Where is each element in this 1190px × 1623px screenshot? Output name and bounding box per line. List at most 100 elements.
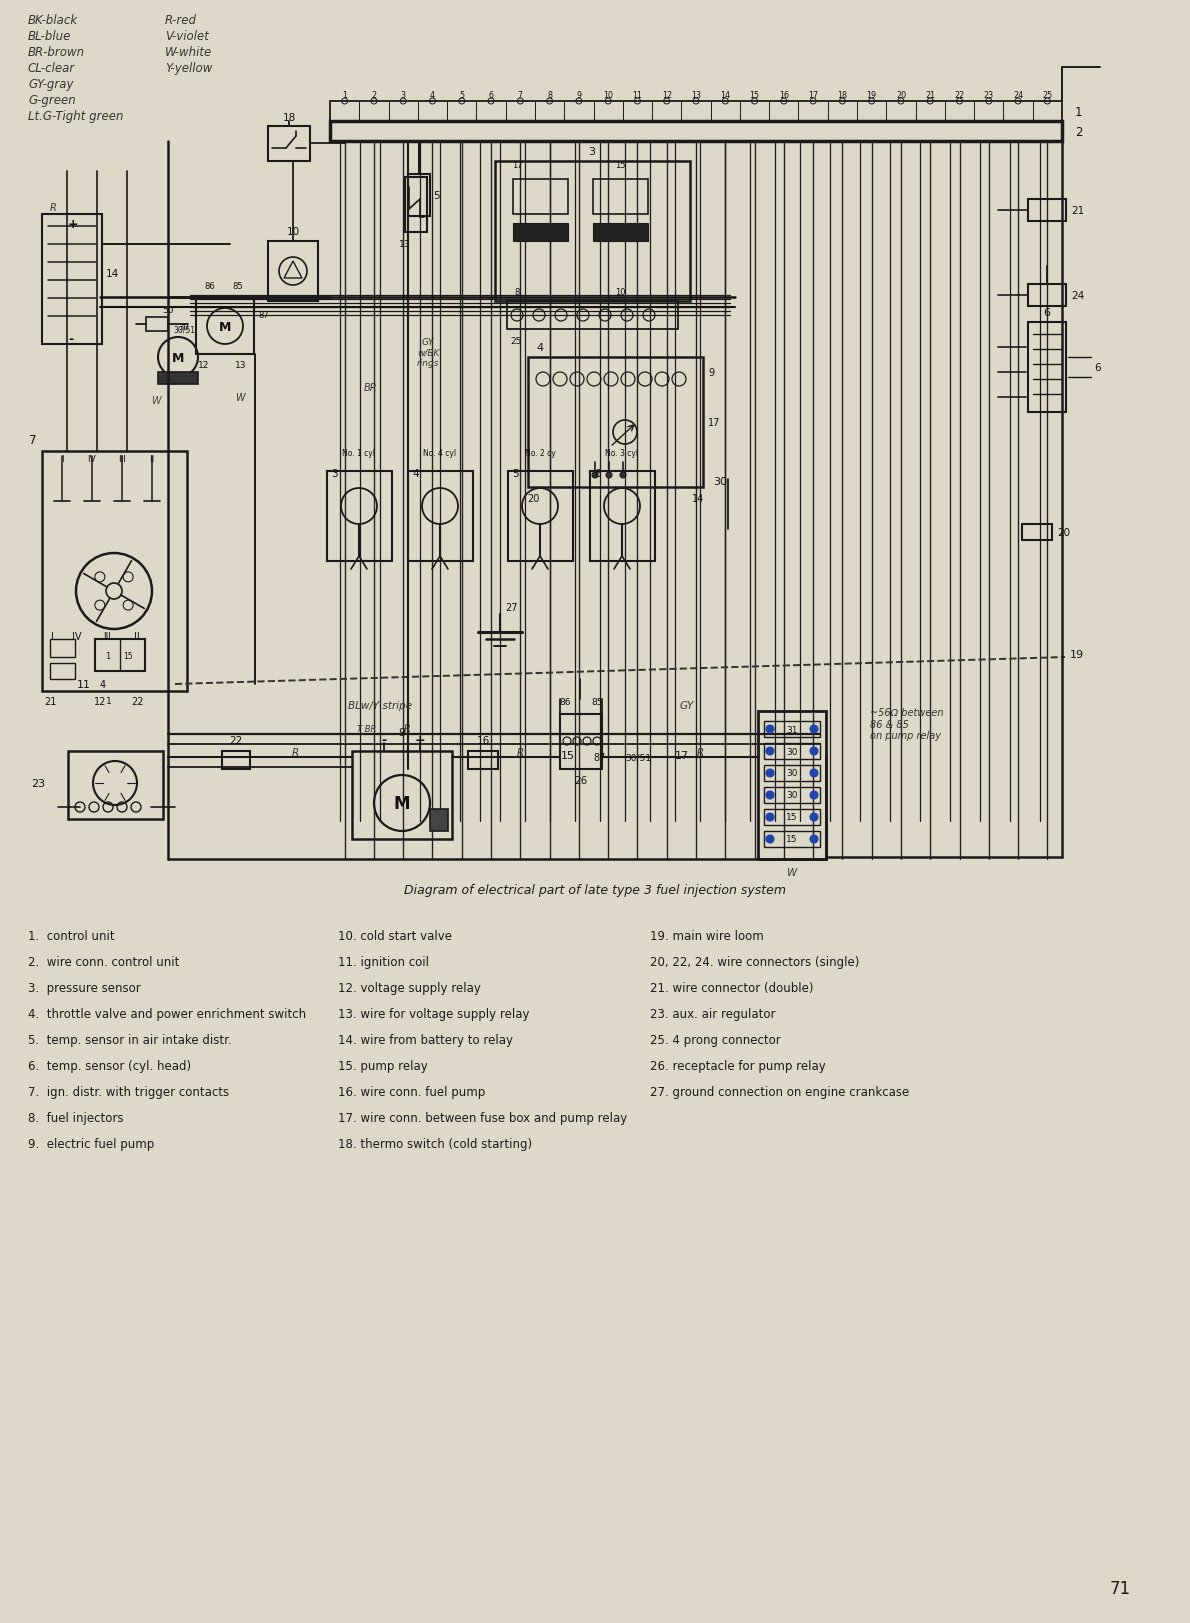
Text: 3: 3 <box>401 91 406 101</box>
Bar <box>560 714 602 769</box>
Text: 20: 20 <box>1057 527 1070 537</box>
Text: 6: 6 <box>489 91 494 101</box>
Text: 1.  control unit: 1. control unit <box>29 930 114 943</box>
Text: 26. receptacle for pump relay: 26. receptacle for pump relay <box>650 1060 826 1073</box>
Text: 21: 21 <box>1071 206 1084 216</box>
Text: III: III <box>104 631 111 641</box>
Text: 13: 13 <box>236 360 246 370</box>
Text: 19: 19 <box>1070 649 1084 659</box>
Text: 15: 15 <box>750 91 759 101</box>
Text: 30: 30 <box>713 477 727 487</box>
Text: 17. wire conn. between fuse box and pump relay: 17. wire conn. between fuse box and pump… <box>338 1112 627 1125</box>
Text: 86: 86 <box>559 698 571 706</box>
Text: 4: 4 <box>536 342 543 352</box>
Text: 22: 22 <box>954 91 965 101</box>
Text: -: - <box>382 734 387 747</box>
Text: 3.  pressure sensor: 3. pressure sensor <box>29 982 140 995</box>
Text: 50: 50 <box>162 305 174 315</box>
Text: 15: 15 <box>124 651 133 661</box>
Text: 17: 17 <box>708 417 720 428</box>
Text: 6: 6 <box>1094 364 1101 373</box>
Text: GY
w/BK
rings: GY w/BK rings <box>416 338 439 367</box>
Text: 1: 1 <box>106 651 111 661</box>
Text: 71: 71 <box>1109 1579 1130 1597</box>
Bar <box>430 810 447 831</box>
Circle shape <box>591 472 599 479</box>
Text: 8: 8 <box>514 287 520 297</box>
Text: 27. ground connection on engine crankcase: 27. ground connection on engine crankcas… <box>650 1086 909 1099</box>
Text: 5: 5 <box>459 91 464 101</box>
Text: 5: 5 <box>512 469 519 479</box>
Text: IV: IV <box>88 454 96 464</box>
Text: +: + <box>414 734 425 747</box>
Circle shape <box>810 813 818 821</box>
Text: 30/51: 30/51 <box>625 753 651 763</box>
Text: 30: 30 <box>787 747 797 756</box>
Text: 30: 30 <box>178 323 189 331</box>
Text: R: R <box>516 748 524 758</box>
Text: IV: IV <box>73 631 82 641</box>
Bar <box>327 472 392 562</box>
Text: R: R <box>50 203 57 213</box>
Text: 4.  throttle valve and power enrichment switch: 4. throttle valve and power enrichment s… <box>29 1008 306 1021</box>
Text: 25: 25 <box>1042 91 1052 101</box>
Text: 24: 24 <box>1071 291 1084 300</box>
Text: 25. 4 prong connector: 25. 4 prong connector <box>650 1034 781 1047</box>
Text: GY: GY <box>679 701 695 711</box>
Text: 9.  electric fuel pump: 9. electric fuel pump <box>29 1138 155 1151</box>
Text: 9: 9 <box>576 91 582 101</box>
Bar <box>508 472 574 562</box>
Bar <box>528 357 703 487</box>
Text: 18: 18 <box>282 114 295 123</box>
Bar <box>330 102 1061 122</box>
Text: 3: 3 <box>589 148 595 157</box>
Text: 22: 22 <box>131 696 143 706</box>
Bar <box>1028 200 1066 222</box>
Text: 6: 6 <box>594 469 601 479</box>
Text: 1: 1 <box>106 696 112 706</box>
Text: 3: 3 <box>331 469 338 479</box>
Text: 12: 12 <box>662 91 672 101</box>
Text: R: R <box>292 748 299 758</box>
Bar <box>764 831 820 847</box>
Bar <box>764 787 820 803</box>
Bar <box>50 664 75 680</box>
Text: 8: 8 <box>547 91 552 101</box>
Text: 17: 17 <box>512 161 522 170</box>
Bar <box>223 751 250 769</box>
Bar <box>408 472 472 562</box>
Bar <box>95 639 145 672</box>
Text: 17: 17 <box>675 750 689 761</box>
Text: No. 2 cy: No. 2 cy <box>525 448 556 458</box>
Text: 13. wire for voltage supply relay: 13. wire for voltage supply relay <box>338 1008 530 1021</box>
Bar <box>764 743 820 760</box>
Bar <box>764 766 820 782</box>
Text: 5.  temp. sensor in air intake distr.: 5. temp. sensor in air intake distr. <box>29 1034 232 1047</box>
Text: Y-yellow: Y-yellow <box>165 62 212 75</box>
Text: 27: 27 <box>505 602 518 612</box>
Text: G-green: G-green <box>29 94 76 107</box>
Text: 9: 9 <box>399 727 406 737</box>
Text: 14. wire from battery to relay: 14. wire from battery to relay <box>338 1034 513 1047</box>
Text: 14: 14 <box>106 269 119 279</box>
Text: 1: 1 <box>1075 105 1083 118</box>
Text: 23: 23 <box>984 91 994 101</box>
Text: 30/51: 30/51 <box>173 325 195 334</box>
Text: 17: 17 <box>808 91 819 101</box>
Text: 14: 14 <box>691 493 704 503</box>
Bar <box>158 373 198 385</box>
Bar <box>50 639 75 657</box>
Bar <box>196 300 253 355</box>
Text: 21. wire connector (double): 21. wire connector (double) <box>650 982 814 995</box>
Text: 31: 31 <box>787 725 797 734</box>
Text: 87: 87 <box>258 310 269 320</box>
Text: M: M <box>394 795 411 813</box>
Text: 22: 22 <box>230 735 243 745</box>
Bar <box>513 224 568 242</box>
Text: 30: 30 <box>787 769 797 777</box>
Text: BR-brown: BR-brown <box>29 45 86 58</box>
Bar <box>513 180 568 214</box>
Text: 6.  temp. sensor (cyl. head): 6. temp. sensor (cyl. head) <box>29 1060 192 1073</box>
Text: W: W <box>787 867 797 878</box>
Circle shape <box>606 472 612 479</box>
